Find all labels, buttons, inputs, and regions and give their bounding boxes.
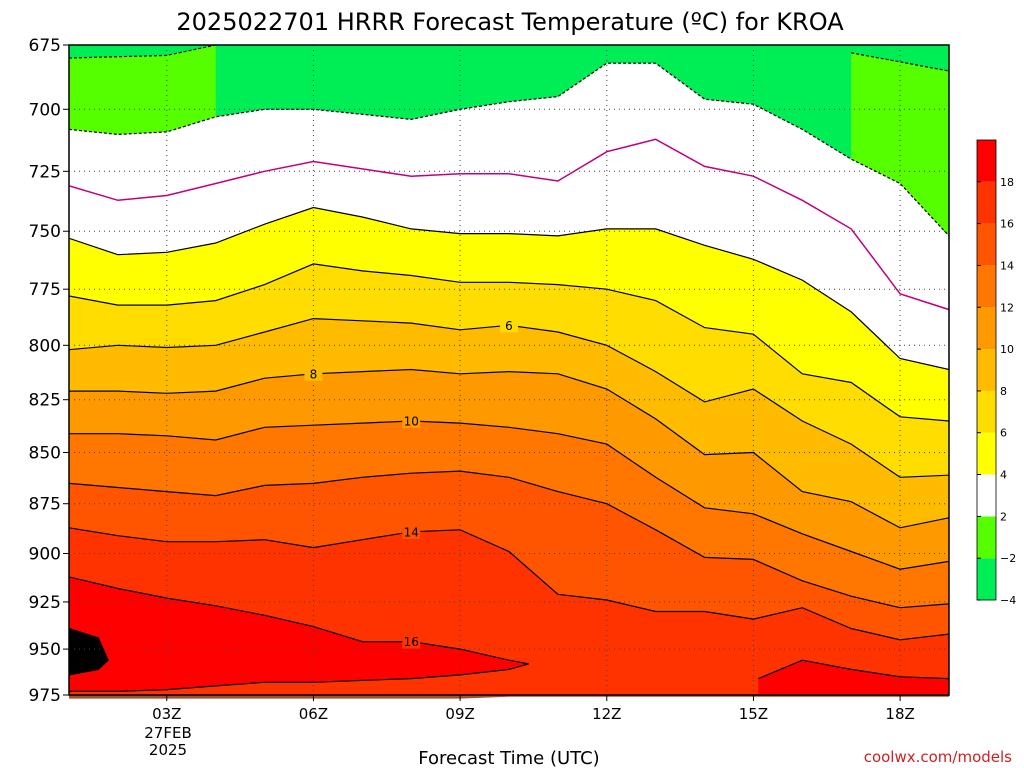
y-tick-label: 925 bbox=[29, 593, 61, 613]
isotherm-label-bg bbox=[402, 634, 421, 649]
colorbar-label: 6 bbox=[1000, 427, 1007, 440]
y-tick-label: 975 bbox=[29, 686, 61, 706]
colorbar-swatch bbox=[977, 140, 996, 182]
isotherm--4 bbox=[851, 52, 949, 72]
colorbar-label: −4 bbox=[1000, 594, 1016, 607]
colorbar-swatch bbox=[977, 390, 996, 433]
isotherm-label-8: 8 bbox=[310, 367, 318, 381]
y-tick-label: 725 bbox=[29, 162, 61, 182]
y-tick-label: 800 bbox=[29, 336, 61, 356]
isotherm-label-bg bbox=[402, 524, 421, 539]
isotherm-label-10: 10 bbox=[404, 415, 419, 429]
ground-fill bbox=[69, 695, 949, 699]
isotherm-12 bbox=[69, 470, 949, 609]
y-tick-label: 825 bbox=[29, 391, 61, 411]
y-tick-label: 675 bbox=[29, 36, 61, 56]
date-label-day: 27FEB bbox=[144, 724, 191, 742]
colorbar-swatch bbox=[977, 307, 996, 350]
colorbar-label: 8 bbox=[1000, 385, 1007, 398]
x-tick-label: 15Z bbox=[739, 705, 768, 723]
x-axis: 03Z 06Z 09Z 12Z 15Z 18Z bbox=[152, 695, 915, 723]
colorbar-swatch bbox=[977, 265, 996, 308]
colorbar-swatch bbox=[977, 432, 996, 475]
colorbar-swatch bbox=[977, 181, 996, 224]
x-axis-title: Forecast Time (UTC) bbox=[418, 748, 599, 768]
colorbar-label: 12 bbox=[1000, 301, 1014, 314]
colorbar-swatch bbox=[977, 349, 996, 391]
colorbar-label: −2 bbox=[1000, 552, 1016, 565]
isotherm-label-6: 6 bbox=[505, 319, 513, 333]
band-above-18 bbox=[69, 628, 109, 675]
colorbar-label: 2 bbox=[1000, 510, 1007, 523]
colorbar-swatch bbox=[977, 558, 996, 600]
isotherm-label-bg bbox=[402, 414, 421, 429]
colorbar-label: 10 bbox=[1000, 343, 1014, 356]
isotherm-8 bbox=[69, 368, 949, 529]
temperature-fill-area bbox=[69, 45, 949, 695]
y-tick-label: 775 bbox=[29, 280, 61, 300]
x-tick-label: 18Z bbox=[885, 705, 914, 723]
credit-link[interactable]: coolwx.com/models bbox=[864, 748, 1012, 766]
isotherm-label-16: 16 bbox=[404, 635, 419, 649]
colorbar-label: 18 bbox=[1000, 176, 1014, 189]
date-label-year: 2025 bbox=[149, 741, 187, 759]
isotherm-4 bbox=[69, 263, 949, 422]
y-tick-label: 900 bbox=[29, 545, 61, 565]
isotherm-label-bg bbox=[304, 366, 323, 381]
isotherm-16 bbox=[758, 659, 949, 680]
isotherm-labels: 6 8 10 14 16 bbox=[304, 318, 518, 649]
colorbar-swatch bbox=[977, 223, 996, 266]
y-axis: 675 700 725 750 775 800 825 850 875 900 925 950 975 bbox=[29, 36, 69, 706]
x-tick-label: 03Z bbox=[152, 705, 181, 723]
colorbar-label: 14 bbox=[1000, 260, 1014, 273]
y-tick-label: 750 bbox=[29, 222, 61, 242]
isotherm-10 bbox=[69, 420, 949, 570]
y-tick-label: 950 bbox=[29, 640, 61, 660]
isotherm-0 bbox=[69, 138, 949, 311]
colorbar-swatch bbox=[977, 474, 996, 517]
isotherm-14 bbox=[69, 527, 949, 641]
colorbar: 18 16 14 12 10 8 6 4 2 −2 −4 bbox=[976, 139, 1016, 607]
chart-title: 2025022701 HRRR Forecast Temperature (ºC… bbox=[176, 8, 844, 36]
x-tick-label: 09Z bbox=[445, 705, 474, 723]
y-tick-label: 700 bbox=[29, 100, 61, 120]
x-tick-label: 12Z bbox=[592, 705, 621, 723]
isotherm--4 bbox=[69, 45, 216, 59]
isotherm-label-14: 14 bbox=[404, 525, 419, 539]
isotherm-label-bg bbox=[500, 318, 518, 333]
colorbar-label: 16 bbox=[1000, 218, 1014, 231]
x-tick-label: 06Z bbox=[299, 705, 328, 723]
isotherm-2 bbox=[69, 206, 949, 371]
colorbar-frame bbox=[976, 139, 997, 601]
plot-frame bbox=[68, 44, 950, 696]
y-tick-label: 850 bbox=[29, 443, 61, 463]
y-tick-label: 875 bbox=[29, 495, 61, 515]
colorbar-swatch bbox=[977, 516, 996, 559]
ground-layer bbox=[69, 695, 949, 699]
colorbar-label: 4 bbox=[1000, 469, 1007, 482]
isotherm--2 bbox=[69, 62, 949, 237]
isotherm-18 bbox=[69, 627, 109, 676]
band-above-16 bbox=[69, 576, 529, 692]
isotherm-16 bbox=[69, 576, 529, 692]
band-above-16 bbox=[758, 660, 949, 695]
